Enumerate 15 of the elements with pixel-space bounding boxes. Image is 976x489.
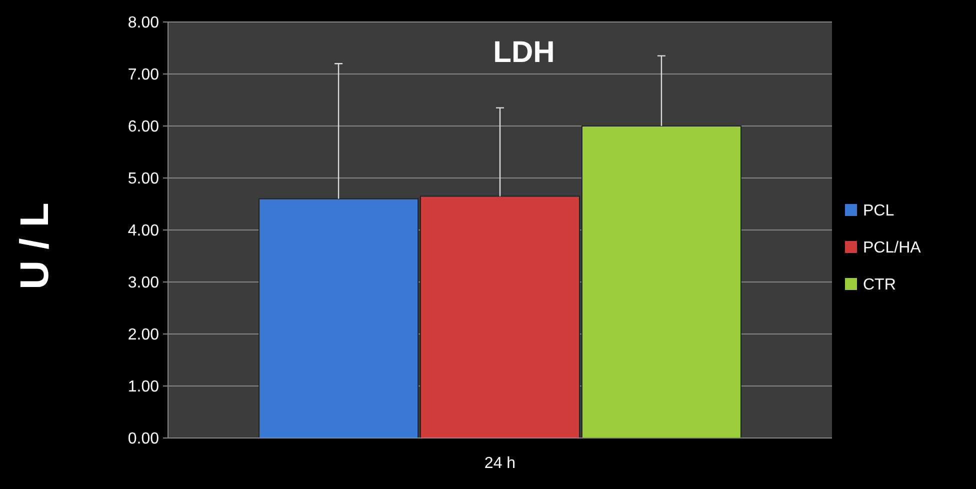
y-tick-label: 0.00 — [128, 430, 160, 448]
y-tick-label: 3.00 — [128, 274, 160, 292]
y-tick-label: 7.00 — [128, 66, 160, 84]
y-tick-label: 8.00 — [128, 14, 160, 32]
y-tick-label: 1.00 — [128, 378, 160, 396]
legend-label: CTR — [863, 276, 896, 294]
y-axis-title: U / L — [13, 202, 57, 290]
y-tick-label: 4.00 — [128, 222, 160, 240]
text: LDH — [493, 36, 555, 69]
legend-label: PCL — [863, 202, 894, 220]
y-tick-label: 2.00 — [128, 326, 160, 344]
x-tick-label: 24 h — [484, 455, 516, 472]
legend-label: PCL/HA — [863, 240, 922, 257]
y-tick-label: 5.00 — [128, 170, 160, 188]
y-tick-label: 6.00 — [128, 118, 160, 136]
